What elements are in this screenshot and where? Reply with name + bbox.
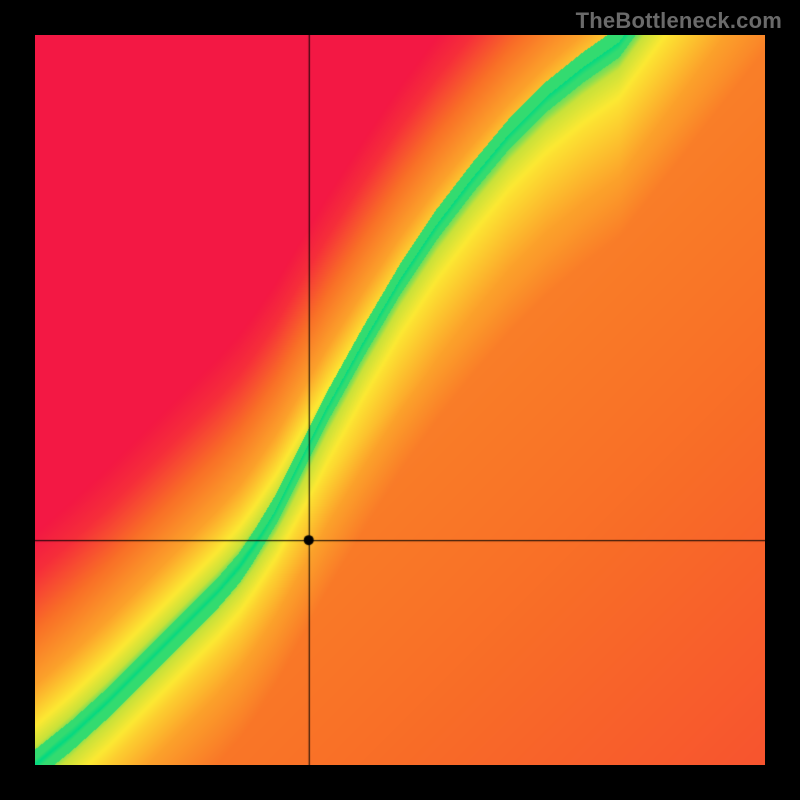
plot-area xyxy=(35,35,765,765)
watermark-text: TheBottleneck.com xyxy=(576,8,782,34)
heatmap-canvas xyxy=(35,35,765,765)
chart-container: TheBottleneck.com xyxy=(0,0,800,800)
